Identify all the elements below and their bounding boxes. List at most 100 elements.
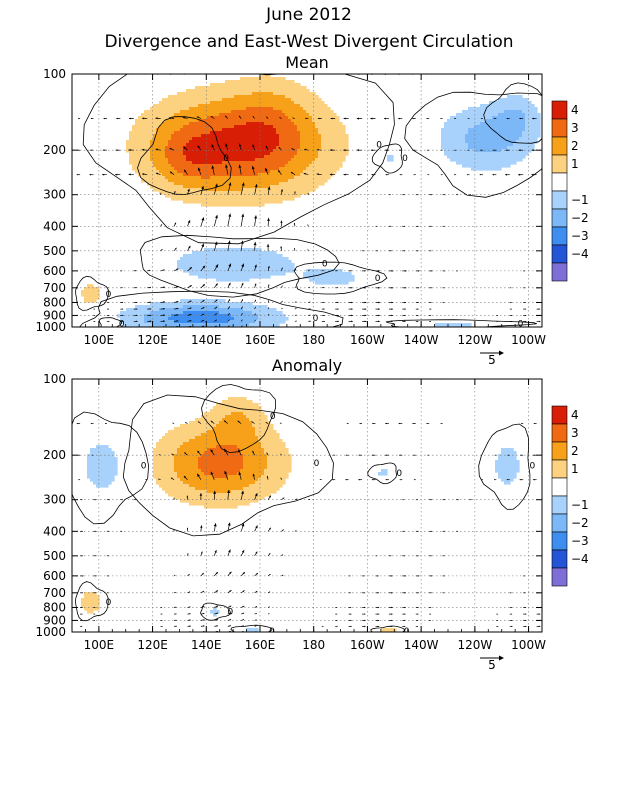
y-tick-label: 1000 — [35, 625, 66, 639]
shading-cell — [210, 176, 295, 180]
shading-cell — [255, 158, 292, 162]
vector-arrow-head — [76, 422, 79, 425]
shading-cell — [195, 487, 244, 491]
vector-arrow-head — [399, 479, 401, 481]
vector-arrow-head — [189, 606, 191, 608]
shading-cell — [150, 185, 184, 189]
shading-cell — [135, 170, 160, 174]
vector-arrow-head — [238, 143, 242, 147]
vector-arrow-head — [533, 454, 535, 456]
vector-arrow-head — [90, 118, 92, 120]
shading-cell — [168, 179, 289, 183]
shading-cell — [267, 466, 292, 470]
contour-line — [230, 624, 273, 632]
vector-arrow-head — [323, 314, 325, 316]
vector-arrow-head — [454, 118, 455, 119]
shading-cell — [87, 466, 118, 470]
vector-arrow-head — [524, 575, 526, 577]
shading-cell — [261, 442, 286, 446]
shading-cell — [153, 164, 172, 168]
vector-arrow-head — [78, 118, 79, 119]
vector-arrow-head — [269, 591, 271, 593]
vector-arrow-head — [444, 499, 446, 501]
vector-arrow-head — [215, 313, 217, 315]
shading-cell — [522, 131, 541, 135]
vector-arrow-head — [413, 454, 415, 456]
reference-arrow-head — [499, 350, 504, 356]
shading-cell — [198, 119, 292, 123]
vector-arrow-head — [202, 265, 206, 269]
shading-cell — [189, 439, 259, 443]
shading-cell — [180, 445, 217, 449]
vector-arrow-head — [281, 301, 283, 302]
vector-arrow-head — [202, 573, 204, 575]
vector-arrow-head — [108, 320, 110, 322]
y-tick-label: 800 — [43, 600, 66, 614]
vector-arrow-head — [242, 590, 245, 593]
shading-cell — [216, 445, 238, 449]
x-tick-label: 100E — [84, 333, 115, 347]
vector-arrow-head — [358, 454, 360, 456]
colorbar-label: 3 — [571, 426, 579, 440]
vector-arrow-head — [254, 299, 256, 301]
shading-cell — [498, 457, 517, 461]
colorbar-label: 4 — [571, 103, 579, 117]
vector-arrow-head — [115, 149, 118, 152]
contour-label: 0 — [106, 598, 112, 608]
shading-cell — [222, 400, 253, 404]
vector-arrow-head — [440, 174, 442, 175]
vector-arrow-head — [239, 115, 241, 118]
vector-arrow-head — [94, 620, 95, 621]
vector-arrow-head — [350, 607, 352, 608]
shading-cell — [243, 487, 280, 491]
vector-arrow-head — [506, 117, 508, 120]
vector-arrow-head — [238, 471, 242, 475]
vector-arrow-head — [444, 530, 446, 532]
vector-arrow-head — [227, 522, 231, 526]
vector-arrow-head — [175, 613, 177, 615]
x-tick-label: 120E — [137, 638, 168, 652]
shading-cell — [195, 418, 223, 422]
vector-arrow-head — [279, 117, 281, 119]
vector-arrow-head — [251, 166, 255, 170]
shading-cell — [81, 293, 100, 297]
vector-arrow-head — [186, 527, 189, 530]
shading-cell — [249, 484, 283, 488]
vector-arrow-head — [525, 613, 527, 615]
vector-arrow-head — [370, 149, 373, 152]
shading-cell — [462, 164, 511, 168]
vector-arrow-head — [431, 575, 433, 577]
shading-cell — [183, 254, 283, 258]
shading-cell — [165, 152, 184, 156]
shading-cell — [171, 164, 286, 168]
vector-arrow-head — [376, 555, 378, 557]
shading-cell — [153, 466, 175, 470]
shading-cell — [243, 460, 268, 464]
vector-arrow-head — [108, 499, 110, 501]
shading-cell — [273, 125, 298, 129]
vector-arrow-head — [122, 301, 124, 303]
shading-cell — [381, 469, 388, 473]
shading-cell — [243, 457, 268, 461]
shading-cell — [498, 472, 517, 476]
vector-arrow-head — [345, 479, 347, 481]
shading-cell — [165, 155, 187, 159]
vector-arrow-head — [351, 320, 353, 323]
vector-arrow-head — [254, 184, 258, 188]
vector-arrow-head — [377, 592, 379, 594]
shading-cell — [501, 448, 514, 452]
y-tick-label: 100 — [43, 372, 66, 386]
shading-cell — [498, 475, 517, 479]
vector-arrow-head — [492, 173, 494, 176]
plot-background — [72, 379, 542, 632]
vector-arrow-head — [229, 625, 231, 627]
vector-arrow-head — [103, 117, 105, 120]
colorbar-cell — [551, 477, 568, 497]
vector-arrow-head — [531, 173, 534, 176]
vector-arrow-head — [457, 530, 458, 532]
colorbar-cell — [551, 136, 568, 156]
vector-arrow-head — [505, 149, 508, 151]
shading-cell — [177, 92, 253, 96]
shading-cell — [288, 116, 313, 120]
